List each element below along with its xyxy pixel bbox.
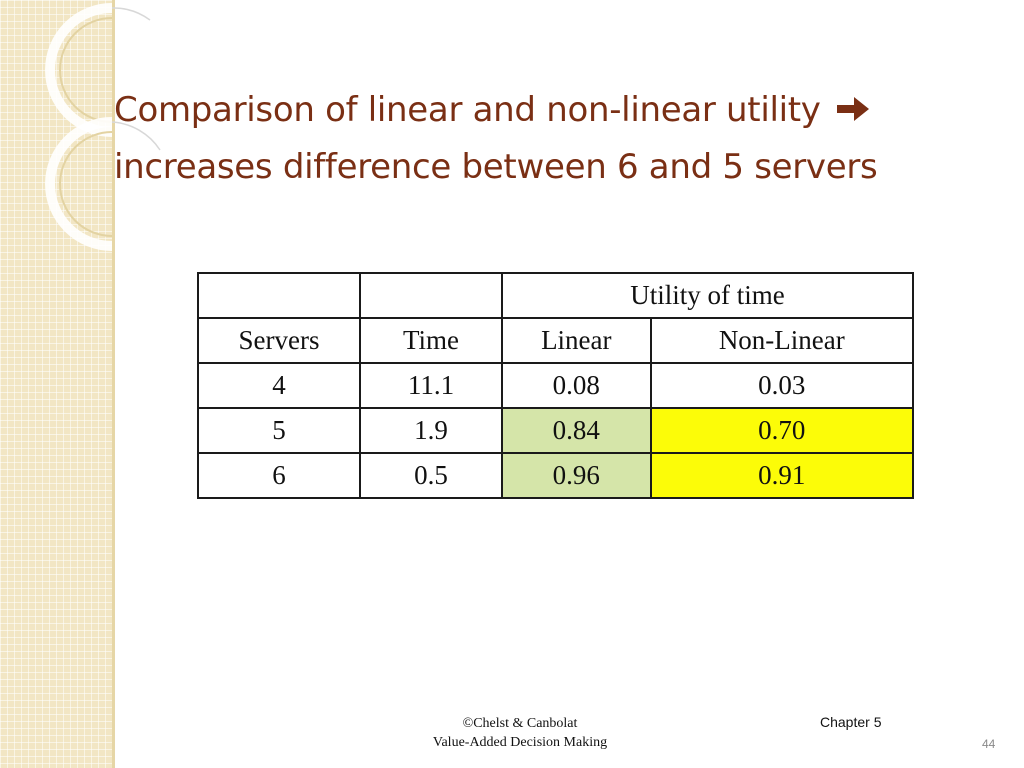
cell-linear-highlighted: 0.84 [501, 407, 652, 454]
slide-title: Comparison of linear and non-linear util… [114, 82, 994, 196]
table-group-header-row: Utility of time [197, 272, 914, 319]
cell-servers: 6 [197, 452, 361, 499]
cell-linear: 0.08 [501, 362, 652, 409]
utility-of-time-header: Utility of time [501, 272, 914, 319]
footer-chapter: Chapter 5 [820, 714, 882, 730]
cell-servers: 5 [197, 407, 361, 454]
table-row: 4 11.1 0.08 0.03 [197, 362, 915, 409]
footer-copyright: ©Chelst & Canbolat Value-Added Decision … [380, 714, 660, 752]
cell-servers: 4 [197, 362, 361, 409]
column-header-linear: Linear [501, 317, 652, 364]
cell-time: 0.5 [359, 452, 503, 499]
book-title-text: Value-Added Decision Making [432, 735, 608, 750]
slide-title-line2: increases difference between 6 and 5 ser… [114, 147, 878, 187]
cell-time: 1.9 [359, 407, 503, 454]
right-arrow-icon [837, 97, 870, 121]
column-header-servers: Servers [197, 317, 361, 364]
table-row: 5 1.9 0.84 0.70 [197, 407, 915, 454]
cell-non-linear-highlighted: 0.70 [649, 407, 915, 454]
cell-non-linear-highlighted: 0.91 [649, 452, 915, 499]
column-header-time: Time [359, 317, 503, 364]
decorative-circles [45, 3, 161, 251]
cell-time: 11.1 [359, 362, 503, 409]
utility-table: Utility of time Servers Time Linear Non-… [197, 272, 915, 499]
slide-title-line1: Comparison of linear and non-linear util… [114, 90, 821, 130]
empty-header-cell [197, 272, 361, 319]
cell-linear-highlighted: 0.96 [501, 452, 652, 499]
copyright-text: ©Chelst & Canbolat [462, 716, 578, 731]
table-header-row: Servers Time Linear Non-Linear [197, 317, 915, 364]
table-row: 6 0.5 0.96 0.91 [197, 452, 915, 499]
side-panel-edge [112, 0, 115, 768]
column-header-non-linear: Non-Linear [649, 317, 915, 364]
cell-non-linear: 0.03 [649, 362, 915, 409]
page-number: 44 [982, 737, 996, 751]
empty-header-cell [359, 272, 503, 319]
